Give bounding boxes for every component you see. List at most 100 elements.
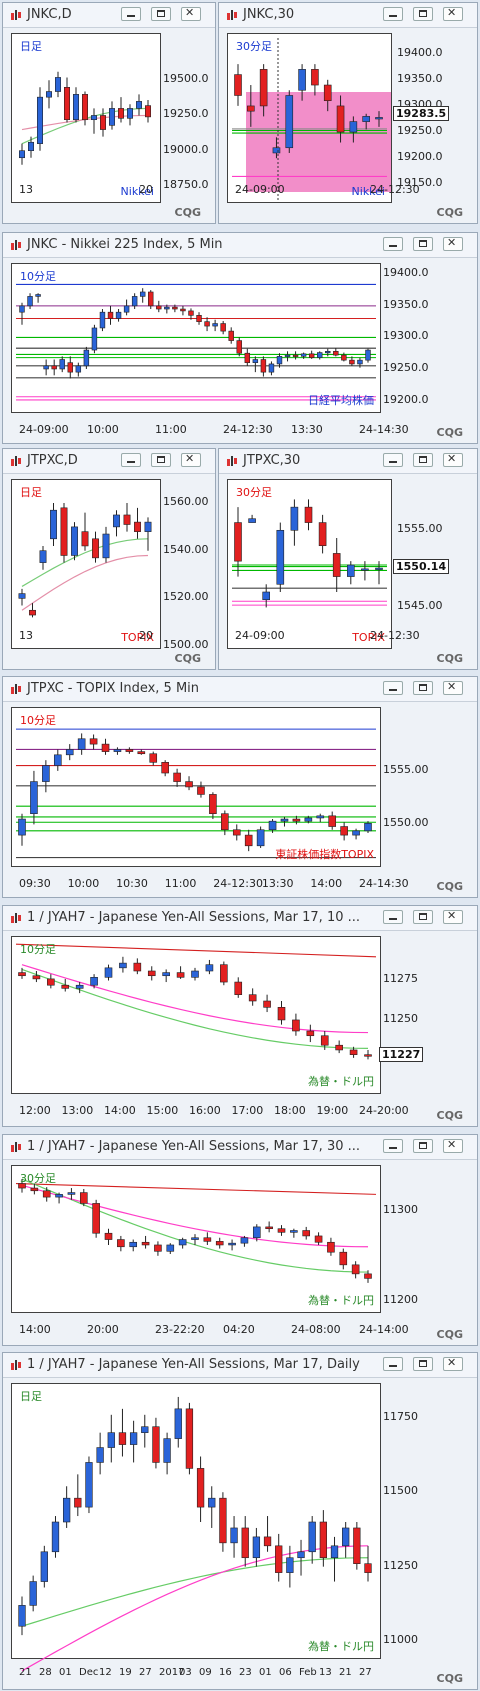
candle <box>60 503 68 563</box>
minimize-button[interactable] <box>383 910 403 924</box>
minimize-button[interactable] <box>121 7 141 21</box>
x-tick-label: 24-08:00 <box>291 1323 341 1336</box>
close-button[interactable]: ✕ <box>443 1356 463 1371</box>
candle <box>204 317 210 332</box>
x-tick-label: 20 <box>139 183 153 196</box>
candle <box>30 1183 39 1195</box>
y-tick-label: 11275 <box>383 972 418 986</box>
candle <box>365 348 371 363</box>
candle <box>247 85 255 127</box>
candle <box>275 1533 283 1582</box>
instrument-label: 東証株価指数TOPIX <box>275 848 374 861</box>
candle <box>101 738 110 755</box>
candle <box>252 1527 261 1567</box>
candle <box>280 816 289 827</box>
candle <box>178 1237 187 1249</box>
close-button[interactable]: ✕ <box>443 452 463 467</box>
x-tick-label: 11:00 <box>164 877 197 890</box>
candle <box>208 1486 216 1528</box>
candle <box>29 1575 37 1612</box>
close-button[interactable]: ✕ <box>181 6 201 21</box>
chart-app-icon <box>11 240 21 250</box>
minimize-button[interactable] <box>383 237 403 251</box>
instrument-label: TOPIX <box>352 631 385 644</box>
candle <box>156 300 162 313</box>
timeframe-label: 30分足 <box>236 486 272 499</box>
candle <box>89 734 98 750</box>
close-button[interactable]: ✕ <box>443 6 463 21</box>
close-button[interactable]: ✕ <box>443 909 463 924</box>
chart-window: JTPXC,30✕30分足TOPIX1555.001550.001545.001… <box>218 448 478 670</box>
minimize-icon <box>389 1365 397 1367</box>
maximize-button[interactable] <box>413 1357 433 1371</box>
candle <box>79 1188 88 1207</box>
maximize-button[interactable] <box>413 237 433 251</box>
x-tick-label: 16 <box>219 1667 232 1678</box>
candle <box>323 79 332 112</box>
y-tick-label: 19300.0 <box>383 329 429 343</box>
minimize-button[interactable] <box>383 453 403 467</box>
x-tick-label: 13 <box>319 1667 332 1678</box>
candle <box>45 80 52 109</box>
maximize-button[interactable] <box>413 910 433 924</box>
close-button[interactable]: ✕ <box>443 680 463 695</box>
candle <box>54 71 61 98</box>
maximize-button[interactable] <box>151 453 171 467</box>
maximize-button[interactable] <box>151 7 171 21</box>
maximize-button[interactable] <box>413 7 433 21</box>
candle <box>166 1243 175 1254</box>
candle <box>27 136 34 158</box>
candle <box>244 829 253 852</box>
maximize-icon <box>419 684 427 691</box>
candle <box>197 781 205 798</box>
chart-app-icon <box>11 10 21 20</box>
x-tick-label: 06 <box>279 1667 292 1678</box>
candle <box>320 1031 329 1050</box>
candle <box>137 749 146 755</box>
close-button[interactable]: ✕ <box>443 236 463 251</box>
maximize-button[interactable] <box>413 1139 433 1153</box>
moving-average-line <box>21 1557 369 1627</box>
instrument-label: 為替・ドル円 <box>308 1294 374 1307</box>
minimize-button[interactable] <box>383 1357 403 1371</box>
chart-app-icon <box>11 1142 21 1152</box>
candle <box>18 1596 26 1636</box>
candle <box>51 1516 60 1558</box>
candle <box>219 1492 227 1552</box>
candle <box>72 87 79 123</box>
y-tick-label: 1555.00 <box>397 522 443 536</box>
close-icon: ✕ <box>447 236 457 249</box>
close-button[interactable]: ✕ <box>443 1138 463 1153</box>
chart-app-icon <box>11 913 21 923</box>
y-tick-label: 19200.0 <box>397 150 443 164</box>
title-bar: JNKC,30 ✕ <box>219 3 477 28</box>
close-icon: ✕ <box>447 1138 457 1151</box>
x-tick-label: 16:00 <box>189 1104 221 1117</box>
candle <box>164 304 170 314</box>
x-tick-label: 13:00 <box>61 1104 94 1117</box>
candle <box>145 99 152 123</box>
chart-app-icon <box>227 10 237 20</box>
minimize-button[interactable] <box>121 453 141 467</box>
candle <box>100 108 107 137</box>
minimize-button[interactable] <box>383 7 403 21</box>
close-button[interactable]: ✕ <box>181 452 201 467</box>
maximize-button[interactable] <box>413 681 433 695</box>
timeframe-label: 10分足 <box>20 714 56 727</box>
candle <box>148 290 154 310</box>
x-tick-label: 21 <box>19 1667 32 1678</box>
candle <box>252 356 259 373</box>
candle <box>268 361 275 376</box>
candle <box>119 956 127 973</box>
minimize-button[interactable] <box>383 1139 403 1153</box>
candle <box>32 971 41 983</box>
candle <box>220 961 228 986</box>
y-tick-label: 11500 <box>383 1484 418 1498</box>
candle <box>308 1516 316 1564</box>
y-tick-label: 11250 <box>383 1558 418 1572</box>
window-title: JTPXC,30 <box>243 453 301 468</box>
minimize-button[interactable] <box>383 681 403 695</box>
maximize-button[interactable] <box>413 453 433 467</box>
candle <box>96 1432 104 1475</box>
instrument-label: 為替・ドル円 <box>308 1640 374 1653</box>
